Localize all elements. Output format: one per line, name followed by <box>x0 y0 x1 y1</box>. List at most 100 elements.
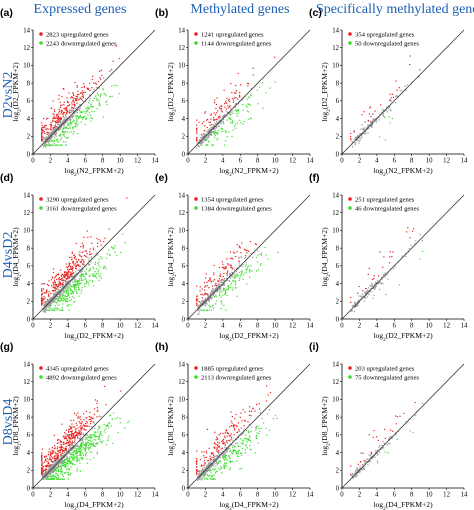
point-down <box>398 284 400 286</box>
point-neutral <box>382 114 384 116</box>
point-up <box>211 457 213 459</box>
point-down <box>236 295 238 297</box>
point-down <box>105 257 108 259</box>
diagonal-line <box>32 29 156 155</box>
point-up <box>213 279 216 281</box>
point-up <box>92 417 94 419</box>
point-neutral <box>84 433 87 435</box>
point-down <box>67 301 69 303</box>
point-up <box>58 115 60 117</box>
point-neutral <box>77 107 79 109</box>
point-down <box>378 288 381 291</box>
point-down <box>95 97 97 99</box>
point-up <box>52 113 54 115</box>
point-up <box>65 429 68 431</box>
point-up <box>57 439 59 441</box>
point-neutral <box>229 277 232 279</box>
point-down <box>82 116 84 118</box>
point-up <box>94 408 96 410</box>
point-down <box>384 116 386 119</box>
point-neutral <box>90 256 92 258</box>
point-neutral <box>68 284 70 286</box>
point-neutral <box>49 471 52 473</box>
y-tick-label: 4 <box>27 450 31 457</box>
point-down <box>67 305 69 307</box>
point-up <box>201 451 203 453</box>
point-down <box>99 433 101 435</box>
point-down <box>73 281 75 283</box>
point-neutral <box>63 122 65 125</box>
point-up <box>230 433 232 435</box>
point-down <box>67 294 69 297</box>
y-tick-label: 6 <box>27 263 31 270</box>
point-neutral <box>356 136 358 138</box>
point-neutral <box>208 296 210 298</box>
point-up <box>199 458 202 461</box>
point-up <box>65 106 68 108</box>
point-down <box>84 123 86 126</box>
scatter-points <box>41 385 130 480</box>
point-down <box>77 286 79 288</box>
point-neutral <box>372 118 374 120</box>
point-up <box>48 459 50 461</box>
point-down <box>99 438 101 440</box>
point-down <box>88 444 90 447</box>
point-up <box>209 124 211 126</box>
point-neutral <box>401 255 403 257</box>
point-up <box>41 293 43 296</box>
point-neutral <box>57 127 59 129</box>
point-neutral <box>404 253 406 255</box>
point-down <box>387 278 389 280</box>
point-up <box>94 82 97 84</box>
point-neutral <box>89 98 91 100</box>
point-down <box>83 444 85 446</box>
point-down <box>87 436 89 438</box>
point-down <box>73 130 75 133</box>
point-neutral <box>198 311 200 313</box>
point-neutral <box>59 294 61 296</box>
point-up <box>215 443 217 446</box>
y-tick-label: 4 <box>336 116 340 123</box>
point-up <box>233 92 236 94</box>
point-up <box>53 109 56 111</box>
point-up <box>350 139 352 141</box>
point-neutral <box>200 302 202 305</box>
point-neutral <box>65 287 67 289</box>
point-neutral <box>367 132 369 134</box>
point-neutral <box>62 286 65 288</box>
point-up <box>237 98 239 100</box>
point-up <box>196 450 198 452</box>
point-down <box>54 476 56 478</box>
point-up <box>50 123 52 125</box>
point-neutral <box>82 100 84 102</box>
point-neutral <box>218 283 220 286</box>
point-neutral <box>231 437 233 439</box>
point-up <box>71 435 73 438</box>
point-neutral <box>70 275 72 278</box>
point-neutral <box>354 306 356 308</box>
point-neutral <box>200 137 202 139</box>
point-up <box>58 277 61 279</box>
point-neutral <box>202 473 205 475</box>
point-up <box>69 434 71 436</box>
point-neutral <box>54 123 57 126</box>
point-up <box>59 282 62 284</box>
point-down <box>64 296 66 298</box>
point-up <box>54 120 56 123</box>
point-neutral <box>210 459 212 461</box>
x-tick-label: 14 <box>461 323 468 330</box>
point-neutral <box>69 446 71 448</box>
point-up <box>65 272 67 274</box>
point-down <box>97 428 99 430</box>
point-up <box>239 96 241 98</box>
point-up <box>41 139 43 141</box>
point-neutral <box>70 111 73 113</box>
point-up <box>71 102 73 104</box>
point-up <box>77 432 79 434</box>
point-up <box>66 278 68 280</box>
point-neutral <box>57 129 59 131</box>
point-down <box>257 254 259 256</box>
y-tick-label: 2 <box>27 134 31 141</box>
point-down <box>94 439 97 441</box>
